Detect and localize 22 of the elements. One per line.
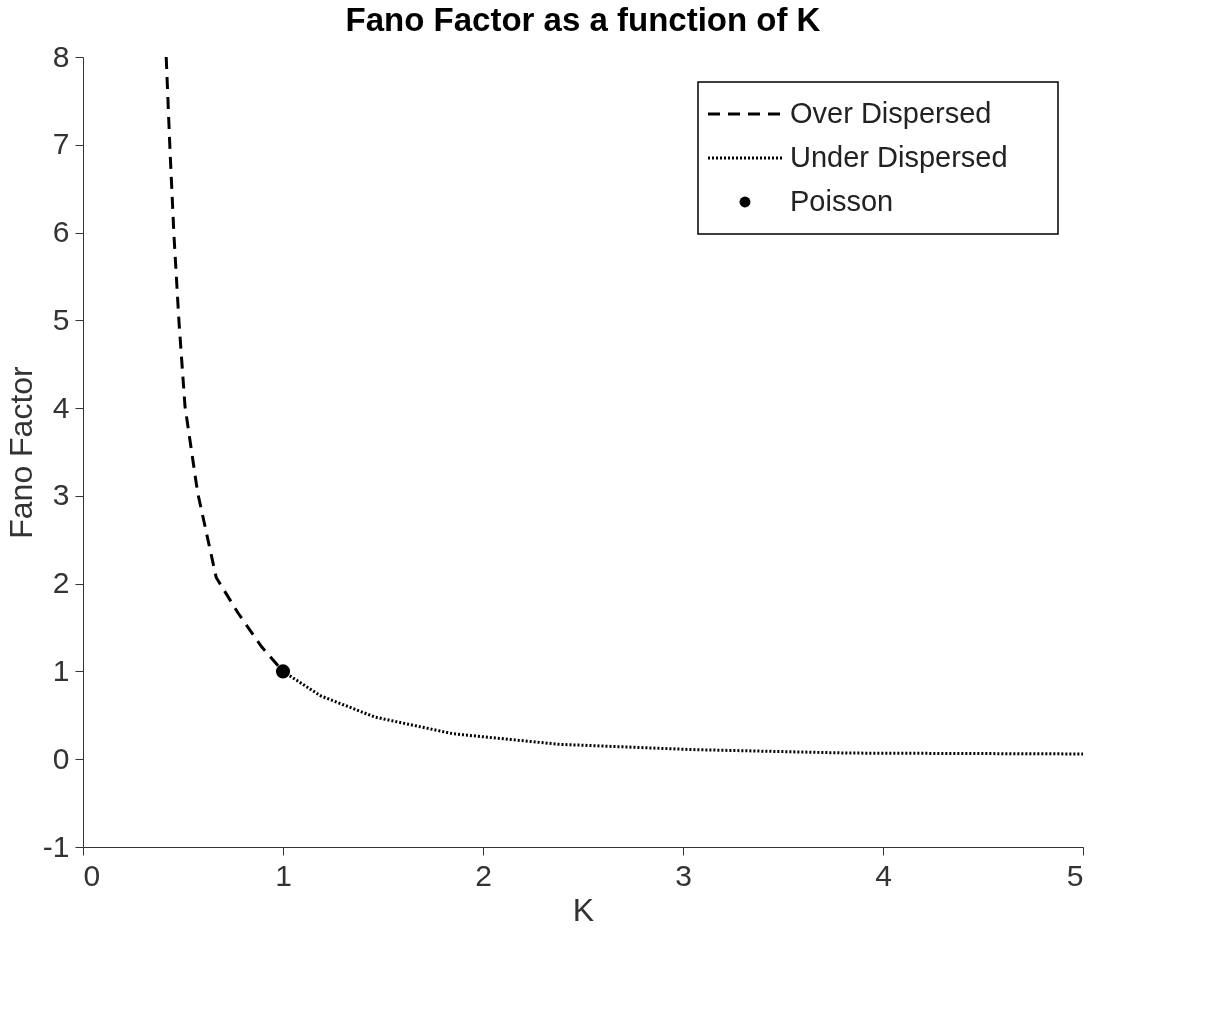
y-tick-label: -1 — [42, 829, 70, 863]
legend-label: Poisson — [790, 185, 894, 217]
y-tick-label: 5 — [52, 302, 70, 336]
y-tick-label: 1 — [52, 653, 70, 687]
y-tick-label: 8 — [52, 39, 70, 73]
y-tick-label: 7 — [52, 127, 70, 161]
chart-title: Fano Factor as a function of K — [345, 1, 821, 38]
x-tick-label: 3 — [675, 858, 692, 892]
x-tick-label: 1 — [275, 858, 292, 892]
legend-label: Over Dispersed — [790, 97, 992, 129]
y-tick-label: 0 — [52, 741, 70, 775]
x-axis-title: K — [572, 891, 595, 928]
y-tick-label: 6 — [52, 215, 70, 249]
y-tick-label: 2 — [52, 566, 70, 600]
x-tick-label: 2 — [475, 858, 492, 892]
x-tick-label: 5 — [1066, 858, 1084, 892]
y-tick-label: 4 — [52, 390, 70, 424]
y-axis-title: Fano Factor — [2, 365, 39, 539]
x-tick-label: 4 — [875, 858, 892, 892]
x-tick-label: 0 — [83, 858, 101, 892]
legend-label: Under Dispersed — [790, 141, 1008, 173]
y-tick-label: 3 — [52, 478, 70, 512]
